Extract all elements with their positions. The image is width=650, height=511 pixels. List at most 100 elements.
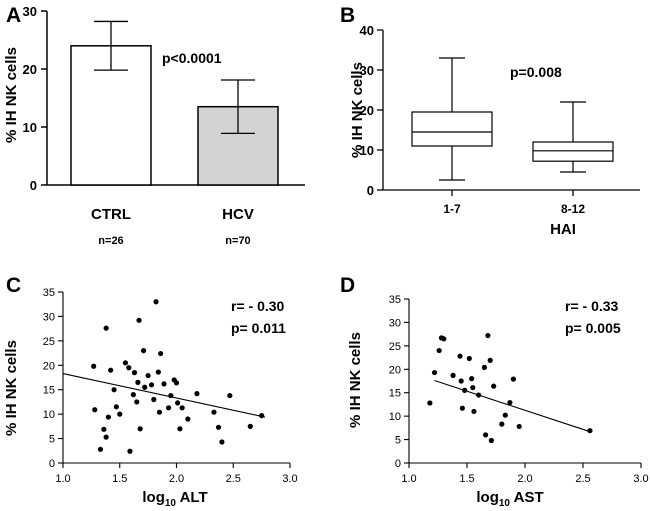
panel-letter-c: C	[6, 274, 21, 297]
panel-d-y-tick-label: 20	[389, 364, 401, 376]
panel-d-data-point	[431, 369, 438, 376]
panel-c-data-point	[113, 404, 119, 410]
panel-c-points	[62, 299, 266, 454]
panel-c-regression-line	[62, 373, 266, 418]
panel-b-y-tick-label: 0	[367, 183, 374, 198]
panel-b-y-tick-label: 10	[360, 143, 374, 158]
panel-c: C % IH NK cells 0 5 10 15 20 25 30 35 1.0 1.5 2.0 2…	[3, 274, 298, 509]
panel-c-data-point	[91, 363, 97, 369]
panel-c-data-point	[155, 369, 161, 375]
panel-d-xlabel: log10 AST	[476, 489, 543, 509]
panel-b-axes: 0 10 20 30 40 1-7 8-12	[360, 23, 640, 216]
panel-c-r-value: r= - 0.30	[231, 298, 285, 314]
panel-d-y-tick-label: 35	[389, 294, 401, 306]
panel-d-data-point	[466, 355, 472, 362]
panel-c-data-point	[126, 365, 132, 371]
panel-d-data-point	[587, 428, 593, 434]
panel-d-data-point	[482, 432, 489, 438]
panel-c-data-point	[105, 414, 111, 420]
panel-b-pvalue: p=0.008	[510, 64, 562, 80]
panel-d: D % IH NK cells 0 5 10 15 20 25 30 35 1.0 1.5 2.0 2…	[340, 274, 649, 509]
panel-c-data-point	[151, 396, 157, 403]
panel-b-x-tick-label: 8-12	[561, 202, 585, 216]
panel-d-x-tick-label: 2.5	[575, 473, 590, 485]
panel-letter-b: B	[340, 4, 355, 27]
panel-c-data-point	[165, 405, 172, 411]
panel-b-y-tick-label: 40	[360, 23, 374, 38]
panel-c-axes: 0 5 10 15 20 25 30 35 1.0 1.5 2.0 2.5 3.0	[43, 287, 298, 485]
panel-d-ylabel: % IH NK cells	[347, 332, 364, 428]
panel-c-data-point	[194, 391, 200, 397]
panel-c-y-tick-label: 30	[43, 311, 55, 323]
panel-d-data-point	[499, 421, 505, 427]
panel-d-data-point	[476, 392, 482, 398]
panel-c-data-point	[179, 405, 185, 411]
panel-d-data-point	[485, 332, 491, 339]
panel-c-data-point	[108, 367, 114, 373]
panel-c-data-point	[137, 426, 143, 432]
panel-d-data-point	[510, 376, 516, 382]
panel-a-category-ctrl: CTRL	[91, 206, 131, 223]
panel-c-data-point	[103, 325, 109, 331]
panel-d-data-point	[516, 423, 522, 430]
panel-c-data-point	[168, 392, 174, 399]
panel-b-y-tick-label: 30	[360, 63, 374, 78]
panel-c-data-point	[211, 409, 217, 415]
panel-c-data-point	[227, 392, 233, 399]
panel-c-data-point	[111, 387, 117, 393]
panel-d-data-point	[441, 336, 447, 342]
panel-c-ylabel: % IH NK cells	[3, 340, 20, 436]
panel-c-y-tick-label: 10	[43, 409, 55, 421]
panel-d-data-point	[462, 387, 468, 393]
panel-c-data-point	[135, 379, 141, 385]
panel-c-data-point	[215, 424, 222, 430]
panel-a-y-tick-label: 30	[23, 4, 37, 19]
panel-c-data-point	[101, 426, 107, 432]
panel-d-data-point	[450, 372, 456, 378]
panel-letter-a: A	[6, 4, 21, 27]
panel-d-data-point	[507, 399, 513, 406]
panel-d-data-point	[469, 376, 475, 382]
panel-c-data-point	[131, 370, 138, 376]
panel-c-data-point	[145, 372, 151, 379]
panel-d-regression-line	[434, 380, 592, 433]
panel-c-data-point	[161, 381, 167, 387]
panel-a-ylabel: % IH NK cells	[3, 47, 20, 143]
panel-d-data-point	[487, 357, 493, 363]
panel-d-x-tick-label: 3.0	[633, 473, 648, 485]
panel-c-data-point	[97, 446, 104, 452]
panel-c-data-point	[175, 400, 181, 406]
panel-c-data-point	[185, 416, 191, 422]
box-1-7	[411, 111, 493, 147]
panel-a-bars	[70, 20, 279, 186]
panel-c-data-point	[247, 423, 253, 429]
panel-d-x-tick-label: 1.5	[459, 473, 474, 485]
panel-c-data-point	[148, 382, 155, 388]
panel-d-r-value: r= - 0.33	[565, 298, 619, 314]
panel-d-y-tick-label: 0	[395, 458, 401, 470]
panel-d-data-point	[481, 364, 487, 371]
panel-d-data-point	[427, 400, 433, 406]
panel-c-data-point	[142, 384, 148, 390]
panel-a-category-hcv: HCV	[222, 206, 254, 223]
panel-a-pvalue: p<0.0001	[162, 50, 222, 66]
panel-c-data-point	[130, 392, 136, 398]
panel-a-n-hcv: n=70	[225, 235, 250, 247]
panel-c-x-tick-label: 2.0	[169, 473, 184, 485]
panel-b-ylabel: % IH NK cells	[349, 62, 366, 158]
panel-d-data-point	[502, 412, 508, 418]
panel-a-n-ctrl: n=26	[98, 235, 123, 247]
panel-c-data-point	[153, 299, 159, 305]
panel-c-data-point	[173, 380, 180, 386]
panel-c-y-tick-label: 20	[43, 360, 55, 372]
panel-c-data-point	[259, 413, 265, 419]
panel-c-x-tick-label: 1.0	[55, 473, 70, 485]
box-8-12	[532, 141, 614, 162]
panel-d-data-point	[470, 384, 476, 391]
panel-d-y-tick-label: 30	[389, 317, 401, 329]
panel-c-data-point	[122, 360, 129, 366]
panel-d-data-point	[458, 378, 464, 384]
panel-a-y-tick-label: 10	[23, 120, 37, 135]
panel-d-p-value: p= 0.005	[565, 320, 621, 336]
